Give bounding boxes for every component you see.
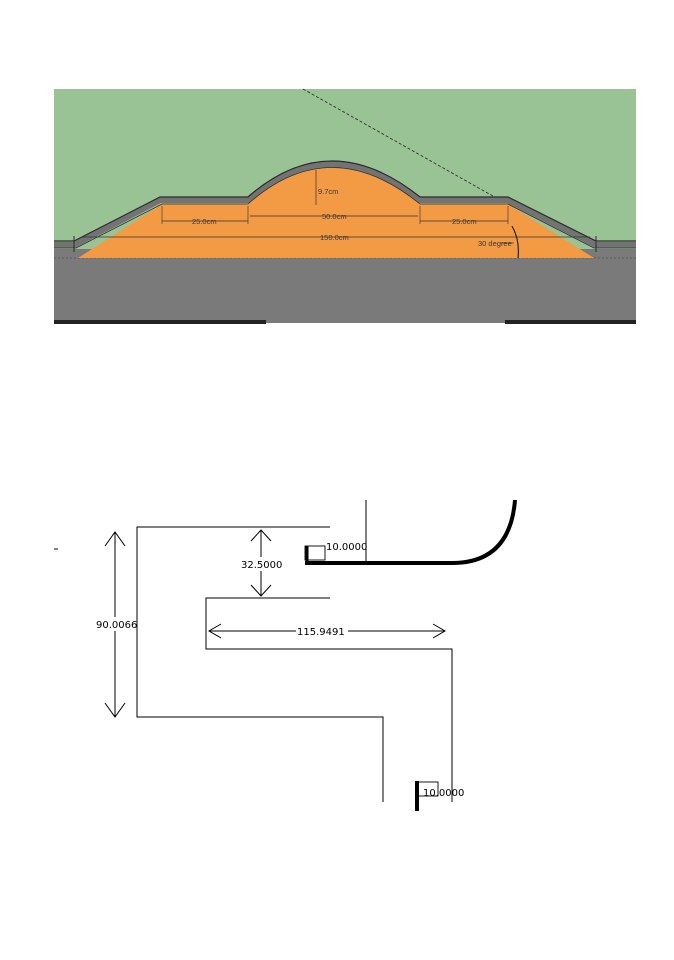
gap-label: 32.5000 (241, 560, 282, 571)
curved-wall (305, 499, 517, 565)
hump-coping (54, 161, 636, 248)
gap-arrow-top (250, 529, 272, 542)
gap-label-bg (240, 557, 282, 571)
bottom-marker-label: 10.0000 (423, 788, 464, 799)
top-width-label: 50.0cm (322, 212, 347, 221)
top-marker-box (304, 545, 326, 561)
top-marker-label: 10.0000 (326, 542, 367, 553)
hump-coping-edge (54, 160, 636, 242)
width-label-bg (296, 624, 348, 638)
angle-label: 30 degree (478, 239, 512, 248)
width-arrow-right (432, 623, 446, 639)
ground-edge-left (54, 320, 266, 324)
right-flat-label: 25.0cm (452, 217, 477, 226)
hump-coping-inner (54, 167, 636, 249)
width-arrow-left (208, 623, 222, 639)
angle-arc (511, 225, 519, 259)
left-flat-label: 25.0cm (192, 217, 217, 226)
height-label: 9.7cm (318, 187, 338, 196)
total-height-arrow-top (104, 531, 126, 547)
total-height-label: 90.0066 (96, 620, 137, 631)
total-height-arrow-bottom (104, 702, 126, 718)
width-label: 115.9491 (297, 627, 345, 638)
base-label: 150.0cm (320, 233, 349, 242)
plan-view (54, 499, 517, 811)
total-height-label-bg (95, 617, 135, 631)
guide-line-dashed (302, 88, 501, 201)
ground-edge-right (505, 320, 636, 324)
ground-band (54, 249, 636, 323)
outer-outline (136, 526, 384, 802)
inner-outline (205, 597, 453, 802)
gap-arrow-bottom (250, 584, 272, 597)
elevation-view: 9.7cm 50.0cm 25.0cm 25.0cm 150.0cm 30 de… (54, 88, 636, 324)
hump-fill (78, 168, 594, 258)
